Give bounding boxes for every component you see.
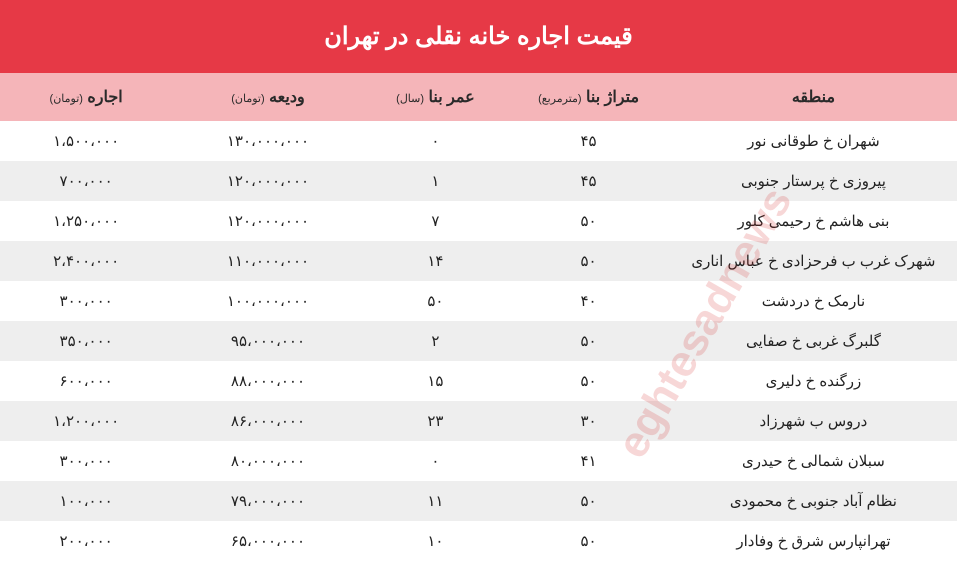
cell-rent: ۶۰۰،۰۰۰ (0, 361, 172, 401)
cell-rent: ۲۰۰،۰۰۰ (0, 521, 172, 561)
cell-region: شهرک غرب ب فرحزادی خ عباس اناری (670, 241, 957, 281)
col-header-deposit-label: ودیعه (269, 89, 305, 106)
cell-age: ۵۰ (364, 281, 508, 321)
table-row: تهرانپارس شرق خ وفادار ۵۰ ۱۰ ۶۵،۰۰۰،۰۰۰ … (0, 521, 957, 561)
cell-rent: ۳۵۰،۰۰۰ (0, 321, 172, 361)
col-header-area: متراژ بنا (مترمربع) (507, 73, 670, 121)
cell-deposit: ۸۶،۰۰۰،۰۰۰ (172, 401, 363, 441)
cell-area: ۵۰ (507, 321, 670, 361)
cell-area: ۵۰ (507, 481, 670, 521)
cell-area: ۴۵ (507, 121, 670, 161)
rent-price-table: قیمت اجاره خانه نقلی در تهران منطقه مترا… (0, 0, 957, 561)
cell-age: ۱۱ (364, 481, 508, 521)
table-row: گلبرگ غربی خ صفایی ۵۰ ۲ ۹۵،۰۰۰،۰۰۰ ۳۵۰،۰… (0, 321, 957, 361)
cell-region: پیروزی خ پرستار جنوبی (670, 161, 957, 201)
cell-area: ۵۰ (507, 241, 670, 281)
cell-deposit: ۱۳۰،۰۰۰،۰۰۰ (172, 121, 363, 161)
cell-area: ۳۰ (507, 401, 670, 441)
cell-region: گلبرگ غربی خ صفایی (670, 321, 957, 361)
cell-age: ۲۳ (364, 401, 508, 441)
cell-area: ۵۰ (507, 521, 670, 561)
cell-rent: ۳۰۰،۰۰۰ (0, 281, 172, 321)
cell-deposit: ۸۰،۰۰۰،۰۰۰ (172, 441, 363, 481)
cell-region: زرگنده خ دلیری (670, 361, 957, 401)
table-row: پیروزی خ پرستار جنوبی ۴۵ ۱ ۱۲۰،۰۰۰،۰۰۰ ۷… (0, 161, 957, 201)
cell-deposit: ۹۵،۰۰۰،۰۰۰ (172, 321, 363, 361)
cell-deposit: ۱۱۰،۰۰۰،۰۰۰ (172, 241, 363, 281)
col-header-region: منطقه (670, 73, 957, 121)
col-header-age-label: عمر بنا (429, 89, 475, 106)
cell-deposit: ۱۲۰،۰۰۰،۰۰۰ (172, 201, 363, 241)
cell-area: ۵۰ (507, 361, 670, 401)
cell-area: ۵۰ (507, 201, 670, 241)
col-header-age: عمر بنا (سال) (364, 73, 508, 121)
cell-age: ۱۴ (364, 241, 508, 281)
cell-rent: ۱۰۰،۰۰۰ (0, 481, 172, 521)
cell-region: شهران خ طوقانی نور (670, 121, 957, 161)
table-row: نظام آباد جنوبی خ محمودی ۵۰ ۱۱ ۷۹،۰۰۰،۰۰… (0, 481, 957, 521)
cell-age: ۱ (364, 161, 508, 201)
cell-region: دروس ب شهرزاد (670, 401, 957, 441)
col-header-area-unit: (مترمربع) (538, 93, 581, 105)
cell-age: ۲ (364, 321, 508, 361)
table-header-row: منطقه متراژ بنا (مترمربع) عمر بنا (سال) … (0, 73, 957, 121)
cell-region: نظام آباد جنوبی خ محمودی (670, 481, 957, 521)
cell-area: ۴۵ (507, 161, 670, 201)
table-row: نارمک خ دردشت ۴۰ ۵۰ ۱۰۰،۰۰۰،۰۰۰ ۳۰۰،۰۰۰ (0, 281, 957, 321)
col-header-age-unit: (سال) (396, 93, 424, 105)
col-header-rent: اجاره (تومان) (0, 73, 172, 121)
cell-deposit: ۷۹،۰۰۰،۰۰۰ (172, 481, 363, 521)
col-header-deposit-unit: (تومان) (231, 93, 264, 105)
col-header-deposit: ودیعه (تومان) (172, 73, 363, 121)
table-row: دروس ب شهرزاد ۳۰ ۲۳ ۸۶،۰۰۰،۰۰۰ ۱،۲۰۰،۰۰۰ (0, 401, 957, 441)
cell-area: ۴۱ (507, 441, 670, 481)
cell-rent: ۳۰۰،۰۰۰ (0, 441, 172, 481)
table-row: شهران خ طوقانی نور ۴۵ ۰ ۱۳۰،۰۰۰،۰۰۰ ۱،۵۰… (0, 121, 957, 161)
cell-age: ۷ (364, 201, 508, 241)
cell-rent: ۱،۲۰۰،۰۰۰ (0, 401, 172, 441)
cell-rent: ۷۰۰،۰۰۰ (0, 161, 172, 201)
cell-age: ۱۰ (364, 521, 508, 561)
table-row: زرگنده خ دلیری ۵۰ ۱۵ ۸۸،۰۰۰،۰۰۰ ۶۰۰،۰۰۰ (0, 361, 957, 401)
cell-rent: ۱،۲۵۰،۰۰۰ (0, 201, 172, 241)
table-row: سبلان شمالی خ حیدری ۴۱ ۰ ۸۰،۰۰۰،۰۰۰ ۳۰۰،… (0, 441, 957, 481)
cell-region: تهرانپارس شرق خ وفادار (670, 521, 957, 561)
table-title: قیمت اجاره خانه نقلی در تهران (0, 0, 957, 73)
col-header-rent-unit: (تومان) (50, 93, 83, 105)
cell-region: سبلان شمالی خ حیدری (670, 441, 957, 481)
table-title-row: قیمت اجاره خانه نقلی در تهران (0, 0, 957, 73)
col-header-area-label: متراژ بنا (586, 89, 639, 106)
cell-deposit: ۱۲۰،۰۰۰،۰۰۰ (172, 161, 363, 201)
col-header-rent-label: اجاره (87, 89, 122, 106)
table-row: بنی هاشم خ رحیمی کلور ۵۰ ۷ ۱۲۰،۰۰۰،۰۰۰ ۱… (0, 201, 957, 241)
cell-rent: ۱،۵۰۰،۰۰۰ (0, 121, 172, 161)
cell-deposit: ۸۸،۰۰۰،۰۰۰ (172, 361, 363, 401)
cell-region: نارمک خ دردشت (670, 281, 957, 321)
cell-region: بنی هاشم خ رحیمی کلور (670, 201, 957, 241)
cell-rent: ۲،۴۰۰،۰۰۰ (0, 241, 172, 281)
cell-deposit: ۱۰۰،۰۰۰،۰۰۰ (172, 281, 363, 321)
table-row: شهرک غرب ب فرحزادی خ عباس اناری ۵۰ ۱۴ ۱۱… (0, 241, 957, 281)
col-header-region-label: منطقه (792, 89, 835, 106)
cell-age: ۰ (364, 121, 508, 161)
cell-area: ۴۰ (507, 281, 670, 321)
cell-deposit: ۶۵،۰۰۰،۰۰۰ (172, 521, 363, 561)
cell-age: ۱۵ (364, 361, 508, 401)
cell-age: ۰ (364, 441, 508, 481)
